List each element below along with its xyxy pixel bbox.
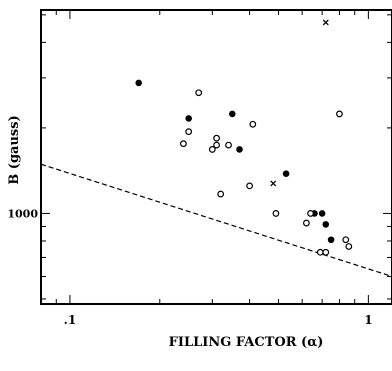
open-point [342,236,350,244]
tick-labels: .1 1 1000 [7,207,372,327]
filled-point [185,115,192,122]
cross-point [322,19,329,26]
filled-point [322,221,330,228]
open-point [185,128,193,136]
open-point [307,210,314,217]
dashed-line [40,163,392,278]
axis-ticks [40,10,392,304]
open-point [213,134,220,142]
open-point [217,190,225,198]
open-point [316,248,324,256]
x-tick-label: .1 [64,313,77,327]
open-point [179,140,187,148]
x-tick-label: 1 [364,313,372,327]
open-point [195,89,203,97]
open-point [208,146,216,153]
open-point [246,182,254,190]
open-point [225,141,232,149]
x-axis-title: FILLING FACTOR (α) [169,335,324,350]
open-point [249,120,257,128]
data-points [135,19,353,256]
filled-point [236,146,243,153]
filled-point [228,110,236,118]
cross-point [270,180,277,187]
reference-lines [40,163,392,278]
open-point [345,243,353,250]
plot-frame [40,9,392,305]
open-point [303,219,310,227]
filled-point [318,210,326,217]
filled-point [282,170,290,177]
y-tick-label: 1000 [7,207,38,220]
y-axis-title: B (gauss) [7,115,22,184]
filled-point [327,236,335,244]
open-point [322,248,330,256]
open-point [213,141,220,149]
open-point [336,110,343,118]
open-point [272,210,280,217]
filled-point [135,79,142,87]
